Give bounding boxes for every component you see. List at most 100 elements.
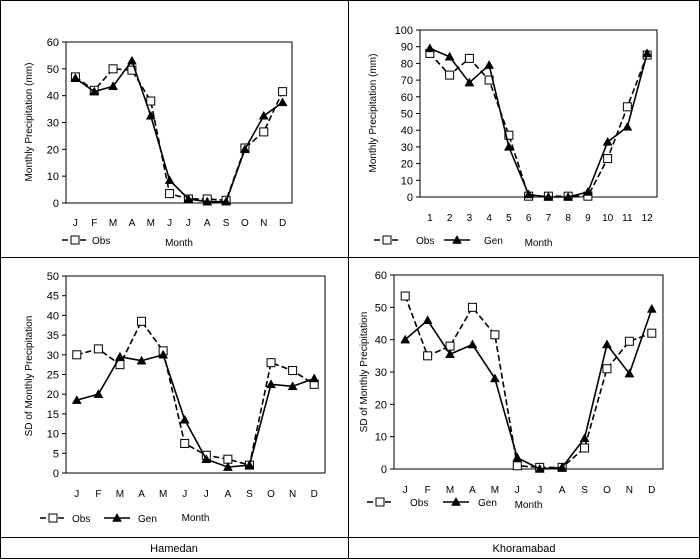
data-point-obs	[72, 350, 82, 360]
y-axis-title: Monthly Precipitation (mm)	[368, 54, 379, 173]
data-point-gen	[467, 339, 478, 349]
plot-area	[419, 29, 658, 198]
caption-khoramabad: Khoramabad	[493, 543, 556, 555]
caption-hamedan: Hamedan	[150, 543, 198, 555]
y-axis-title: SD of Monthly Precipitation	[24, 316, 35, 437]
y-tick-label: 20	[47, 144, 59, 156]
data-point-gen	[534, 463, 545, 473]
data-point-gen	[582, 186, 593, 196]
x-tick-label: F	[425, 485, 431, 496]
x-tick-label: S	[581, 485, 588, 496]
y-tick-label: 20	[401, 159, 413, 171]
y-axis-title: SD of Monthly Precipitation	[359, 312, 370, 433]
x-tick-label: S	[223, 218, 230, 229]
data-point-gen	[183, 193, 194, 203]
series-line-gen	[74, 59, 284, 203]
x-tick-label: M	[109, 218, 117, 229]
data-point-gen	[579, 433, 590, 443]
y-tick-label: 45	[47, 291, 59, 303]
data-point-obs	[180, 438, 190, 448]
data-point-obs	[647, 328, 657, 338]
x-tick-label: O	[603, 485, 611, 496]
data-point-gen	[277, 97, 288, 107]
y-tick-label: 15	[47, 409, 59, 421]
data-point-obs	[602, 364, 612, 374]
data-point-gen	[484, 60, 495, 69]
data-point-obs	[512, 461, 522, 471]
x-tick-label: J	[204, 489, 209, 500]
data-point-obs	[580, 443, 590, 453]
data-point-gen	[543, 191, 554, 201]
x-tick-label: A	[225, 489, 232, 500]
x-axis-title: Month	[182, 513, 210, 524]
data-point-gen	[126, 55, 137, 65]
data-point-gen	[70, 73, 81, 82]
data-point-gen	[201, 454, 212, 463]
legend-label-gen: Gen	[484, 236, 503, 247]
y-tick-label: 0	[53, 468, 59, 480]
data-point-gen	[503, 141, 514, 151]
data-point-gen	[108, 81, 119, 91]
y-tick-label: 10	[375, 432, 387, 444]
data-point-obs	[464, 53, 474, 63]
legend-label-gen: Gen	[138, 514, 157, 525]
data-point-gen	[221, 196, 232, 206]
legend-marker-obs	[70, 235, 80, 245]
y-tick-label: 60	[375, 270, 387, 282]
data-point-gen	[400, 334, 411, 344]
x-tick-label: A	[138, 489, 145, 500]
data-point-gen	[158, 349, 169, 359]
data-point-gen	[464, 77, 475, 87]
data-point-gen	[136, 355, 147, 365]
data-point-obs	[278, 87, 288, 97]
y-tick-label: 40	[375, 335, 387, 347]
y-tick-label: 90	[401, 42, 413, 54]
data-point-gen	[424, 43, 435, 53]
x-tick-label: N	[626, 485, 633, 496]
series-line-obs	[404, 295, 653, 469]
x-tick-label: J	[186, 218, 191, 229]
data-point-gen	[89, 86, 100, 96]
data-point-obs	[467, 302, 477, 312]
x-tick-label: J	[515, 485, 520, 496]
plot-area	[65, 275, 326, 474]
data-point-gen	[93, 389, 104, 398]
x-tick-label: D	[279, 218, 286, 229]
y-tick-label: 40	[401, 125, 413, 137]
x-tick-label: M	[147, 218, 155, 229]
data-point-gen	[239, 144, 250, 154]
y-tick-label: 100	[395, 25, 413, 37]
legend-label-obs: Obs	[92, 236, 110, 247]
plot-area	[393, 274, 664, 470]
y-tick-label: 20	[47, 389, 59, 401]
data-point-gen	[523, 189, 534, 199]
data-point-obs	[288, 366, 298, 376]
data-point-gen	[266, 379, 276, 389]
x-axis-title: Month	[165, 238, 193, 249]
data-point-obs	[624, 336, 634, 346]
x-tick-label: O	[267, 489, 275, 500]
legend-marker-gen	[451, 496, 461, 506]
x-tick-label: 7	[546, 213, 552, 224]
x-tick-label: S	[246, 489, 253, 500]
y-tick-label: 0	[381, 464, 387, 476]
legend-label-obs: Obs	[72, 514, 90, 525]
series-line-gen	[404, 308, 653, 470]
data-point-obs	[603, 154, 613, 164]
x-tick-label: M	[491, 485, 499, 496]
data-point-gen	[422, 315, 433, 325]
y-tick-label: 30	[401, 142, 413, 154]
y-tick-label: 70	[401, 75, 413, 87]
y-tick-label: 50	[47, 271, 59, 283]
legend-marker-obs	[48, 513, 58, 523]
y-axis-title: Monthly Precipitation (mm)	[24, 63, 35, 182]
series-line-gen	[429, 47, 648, 198]
data-point-obs	[266, 358, 276, 368]
data-point-gen	[145, 110, 156, 120]
data-point-gen	[444, 51, 455, 61]
x-tick-label: N	[260, 218, 267, 229]
legend-label-obs: Obs	[416, 236, 434, 247]
data-point-gen	[646, 303, 657, 313]
legend-marker-gen	[112, 512, 122, 522]
